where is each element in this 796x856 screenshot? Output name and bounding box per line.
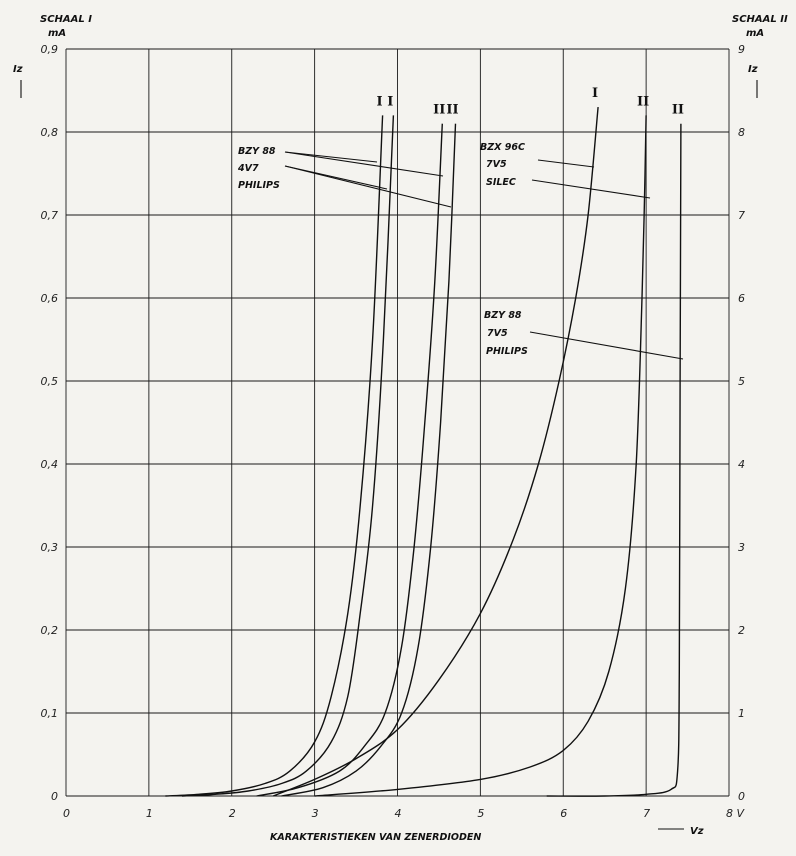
- x-tick-label: 5: [477, 807, 484, 820]
- x-tick-label: 2: [229, 807, 236, 820]
- series-line-4: [281, 123, 457, 797]
- series-scale-label: II: [637, 94, 649, 109]
- right-tick-label: 5: [738, 375, 745, 388]
- series-line-6: [314, 115, 647, 797]
- annotation-bzy88-4v7: BZY 88 4V7 PHILIPS: [237, 146, 280, 191]
- left-scale-label: SCHAAL I: [40, 14, 92, 25]
- series-line-2: [181, 115, 395, 797]
- leader-arrow: [284, 165, 452, 208]
- annotation-line: BZY 88: [484, 310, 522, 321]
- labels: SCHAAL I mA Iz SCHAAL II mA Iz Vz KARAKT…: [13, 14, 788, 843]
- series-scale-label: I: [377, 94, 383, 109]
- grid: 0 1 2 3 4 5 6 7 8 V 0 0,1 0,2 0,3 0,4 0,5 0,6 0,7 0,8 0,9 0…: [41, 43, 746, 820]
- right-tick-label: 0: [738, 790, 745, 803]
- right-tick-label: 7: [738, 209, 745, 222]
- series-line-5: [272, 107, 599, 797]
- x-tick-label: 4: [395, 807, 402, 820]
- left-unit-label: mA: [48, 28, 66, 39]
- left-tick-label: 0,5: [41, 375, 59, 388]
- annotation-bzy88-7v5: BZY 88 7V5 PHILIPS: [484, 310, 528, 357]
- left-tick-label: 0,9: [41, 43, 59, 56]
- annotation-line: BZY 88: [238, 146, 276, 157]
- x-tick-label: 6: [560, 807, 567, 820]
- annotation-line: PHILIPS: [238, 180, 280, 191]
- leader-arrow: [537, 159, 595, 168]
- series-line-1: [165, 115, 384, 797]
- series-scale-label: I: [387, 94, 393, 109]
- x-tick-label: 8 V: [726, 807, 745, 820]
- right-tick-label: 2: [738, 624, 745, 637]
- annotation-line: PHILIPS: [486, 346, 528, 357]
- series-scale-label: II: [446, 103, 458, 118]
- left-tick-label: 0,7: [41, 209, 59, 222]
- right-unit-label: mA: [746, 28, 764, 39]
- leader-arrow: [529, 331, 684, 360]
- right-scale-label: SCHAAL II: [732, 14, 788, 25]
- series-line-7: [546, 123, 682, 797]
- x-quantity-label: Vz: [690, 826, 704, 837]
- chart-title: KARAKTERISTIEKEN VAN ZENERDIODEN: [270, 832, 481, 843]
- annotation-bzx96c-7v5: BZX 96C 7V5 SILEC: [480, 142, 525, 188]
- right-tick-label: 9: [738, 43, 745, 56]
- right-quantity-label: Iz: [748, 64, 758, 75]
- right-tick-label: 8: [738, 126, 745, 139]
- right-tick-label: 4: [738, 458, 745, 471]
- annotation-line: BZX 96C: [480, 142, 525, 153]
- annotation-line: 7V5: [486, 159, 507, 170]
- left-tick-label: 0,6: [41, 292, 59, 305]
- left-tick-label: 0: [51, 790, 58, 803]
- annotation-line: SILEC: [486, 177, 516, 188]
- series-scale-label: I: [592, 86, 598, 101]
- x-tick-label: 0: [63, 807, 70, 820]
- series-scale-label: II: [433, 103, 445, 118]
- right-tick-label: 6: [738, 292, 745, 305]
- x-tick-label: 1: [146, 807, 153, 820]
- left-tick-label: 0,1: [41, 707, 59, 720]
- leader-arrow: [284, 151, 444, 177]
- series-line-3: [256, 123, 443, 797]
- x-tick-label: 7: [643, 807, 650, 820]
- leader-arrow: [531, 179, 651, 199]
- left-tick-label: 0,4: [41, 458, 59, 471]
- series-scale-label: II: [672, 103, 684, 118]
- right-tick-label: 1: [738, 707, 745, 720]
- annotation-line: 4V7: [237, 163, 259, 174]
- leader-arrow: [284, 151, 378, 163]
- annotation-line: 7V5: [487, 328, 508, 339]
- left-tick-label: 0,8: [41, 126, 59, 139]
- left-quantity-label: Iz: [13, 64, 23, 75]
- right-tick-label: 3: [738, 541, 745, 554]
- x-tick-label: 3: [312, 807, 319, 820]
- left-tick-label: 0,3: [41, 541, 59, 554]
- left-tick-label: 0,2: [41, 624, 59, 637]
